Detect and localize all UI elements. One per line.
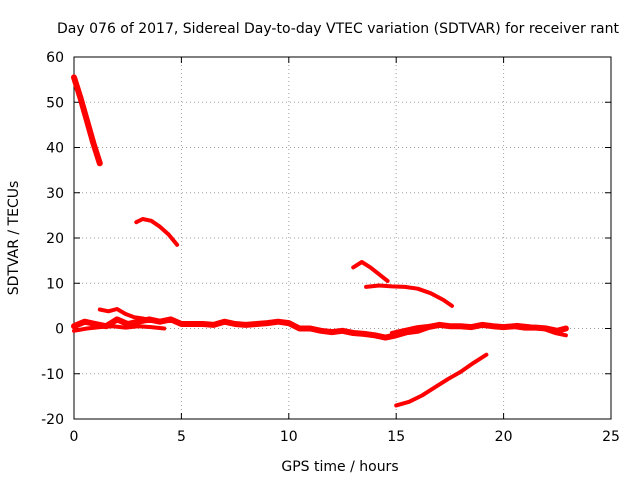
axis-ticks: 0 5 10 15 20 25 -20 -10 0 10 20 30 40 50 60 <box>41 50 620 445</box>
chart-title: Day 076 of 2017, Sidereal Day-to-day VTE… <box>57 21 619 37</box>
y-tick-label: 60 <box>46 50 64 66</box>
x-tick-label: 5 <box>177 429 186 445</box>
y-tick-label: 30 <box>46 186 64 202</box>
y-tick-label: 10 <box>46 276 64 292</box>
series-arc-4 <box>364 283 454 308</box>
grid-lines <box>74 57 611 419</box>
x-tick-label: 25 <box>602 429 620 445</box>
series-arc-5 <box>394 352 489 408</box>
series-arc-9 <box>389 322 446 335</box>
series-arc-1 <box>71 74 103 167</box>
x-tick-label: 0 <box>70 429 79 445</box>
series-arc-10 <box>501 322 568 338</box>
y-tick-label: -10 <box>41 367 64 383</box>
series-arc-7 <box>71 316 569 341</box>
y-tick-label: 20 <box>46 231 64 247</box>
y-axis-label: SDTVAR / TECUs <box>6 181 22 296</box>
series-arc-3 <box>351 260 390 283</box>
x-axis-label: GPS time / hours <box>281 459 398 475</box>
series-arc-8 <box>72 324 167 333</box>
y-tick-label: -20 <box>41 412 64 428</box>
y-tick-label: 40 <box>46 141 64 157</box>
y-tick-label: 0 <box>55 322 64 338</box>
x-tick-label: 10 <box>280 429 298 445</box>
x-tick-label: 20 <box>495 429 513 445</box>
y-tick-label: 50 <box>46 95 64 111</box>
series-arc-2 <box>134 217 180 247</box>
data-series <box>71 74 569 408</box>
x-tick-label: 15 <box>387 429 405 445</box>
